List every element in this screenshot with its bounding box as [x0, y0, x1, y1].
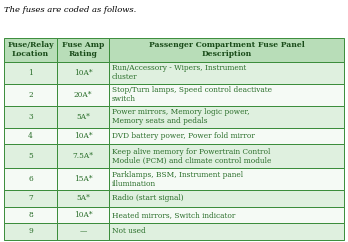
Bar: [110, 168, 344, 190]
Text: 10A*: 10A*: [74, 69, 93, 77]
Bar: [110, 190, 344, 207]
Bar: [110, 38, 344, 62]
Text: Fuse/Relay
Location: Fuse/Relay Location: [7, 41, 54, 58]
Text: 5A*: 5A*: [76, 113, 90, 121]
Text: The fuses are coded as follows.: The fuses are coded as follows.: [4, 6, 136, 14]
Bar: [110, 84, 344, 106]
Bar: [57, 106, 110, 128]
Text: Fuse Amp
Rating: Fuse Amp Rating: [62, 41, 104, 58]
Bar: [4, 223, 57, 240]
Bar: [4, 207, 57, 223]
Text: Stop/Turn lamps, Speed control deactivate
switch: Stop/Turn lamps, Speed control deactivat…: [112, 86, 272, 103]
Bar: [4, 84, 57, 106]
Text: 10A*: 10A*: [74, 132, 93, 140]
Text: 7.5A*: 7.5A*: [73, 152, 94, 160]
Bar: [4, 62, 57, 84]
Text: 10A*: 10A*: [74, 211, 93, 219]
Text: 3: 3: [28, 113, 33, 121]
Bar: [4, 168, 57, 190]
Bar: [4, 144, 57, 168]
Text: Not used: Not used: [112, 227, 146, 235]
Text: Run/Accessory - Wipers, Instrument
cluster: Run/Accessory - Wipers, Instrument clust…: [112, 64, 246, 81]
Text: 15A*: 15A*: [74, 175, 93, 183]
Bar: [110, 128, 344, 144]
Bar: [4, 38, 57, 62]
Bar: [57, 84, 110, 106]
Bar: [4, 106, 57, 128]
Text: 1: 1: [28, 69, 33, 77]
Bar: [110, 62, 344, 84]
Text: —: —: [79, 227, 87, 235]
Text: 7: 7: [28, 194, 33, 202]
Bar: [4, 190, 57, 207]
Text: DVD battery power, Power fold mirror: DVD battery power, Power fold mirror: [112, 132, 255, 140]
Text: 9: 9: [28, 227, 33, 235]
Text: 2: 2: [28, 91, 33, 99]
Text: 4: 4: [28, 132, 33, 140]
Bar: [110, 207, 344, 223]
Text: Heated mirrors, Switch indicator: Heated mirrors, Switch indicator: [112, 211, 235, 219]
Bar: [57, 38, 110, 62]
Bar: [110, 223, 344, 240]
Text: 5: 5: [28, 152, 33, 160]
Text: Keep alive memory for Powertrain Control
Module (PCM) and climate control module: Keep alive memory for Powertrain Control…: [112, 148, 271, 165]
Bar: [110, 144, 344, 168]
Bar: [110, 106, 344, 128]
Bar: [57, 62, 110, 84]
Text: Parklamps, BSM, Instrument panel
illumination: Parklamps, BSM, Instrument panel illumin…: [112, 171, 243, 188]
Text: 6: 6: [28, 175, 33, 183]
Bar: [57, 207, 110, 223]
Bar: [57, 223, 110, 240]
Bar: [57, 144, 110, 168]
Text: Radio (start signal): Radio (start signal): [112, 194, 183, 202]
Text: Power mirrors, Memory logic power,
Memory seats and pedals: Power mirrors, Memory logic power, Memor…: [112, 108, 250, 125]
Bar: [57, 190, 110, 207]
Text: Passenger Compartment Fuse Panel
Description: Passenger Compartment Fuse Panel Descrip…: [149, 41, 304, 58]
Text: 5A*: 5A*: [76, 194, 90, 202]
Text: 8: 8: [28, 211, 33, 219]
Text: 20A*: 20A*: [74, 91, 93, 99]
Bar: [4, 128, 57, 144]
Bar: [57, 128, 110, 144]
Bar: [57, 168, 110, 190]
